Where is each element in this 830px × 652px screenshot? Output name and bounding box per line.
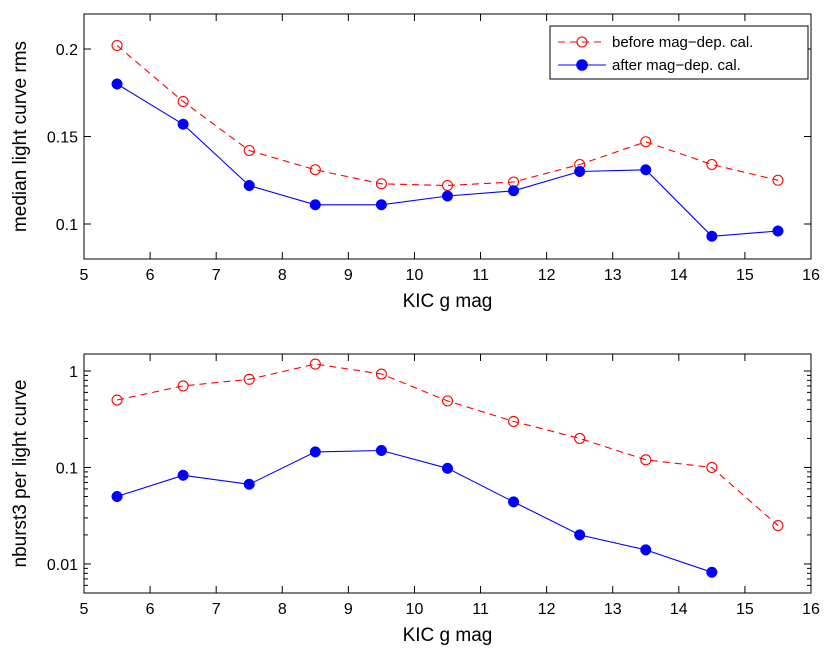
data-point-before xyxy=(772,174,784,186)
y-tick-label: 0.2 xyxy=(56,42,78,59)
x-tick-label: 14 xyxy=(670,601,688,618)
x-tick-label: 9 xyxy=(344,601,353,618)
x-tick-label: 12 xyxy=(538,601,556,618)
x-tick-label: 13 xyxy=(604,267,622,284)
data-point-before xyxy=(574,432,586,444)
x-tick-label: 10 xyxy=(406,601,424,618)
data-point-before xyxy=(640,136,652,148)
data-point-before xyxy=(243,373,255,385)
data-point-before xyxy=(177,380,189,392)
y-axis-label: median light curve rms xyxy=(10,41,31,232)
data-point-after xyxy=(508,185,520,197)
data-point-before xyxy=(177,95,189,108)
data-point-before xyxy=(243,144,255,157)
x-tick-label: 12 xyxy=(538,267,556,284)
data-point-after xyxy=(706,230,718,242)
data-point-after xyxy=(441,190,454,202)
x-tick-label: 11 xyxy=(472,267,489,284)
x-axis-label: KIC g mag xyxy=(403,625,493,646)
data-point-after xyxy=(243,478,255,490)
x-tick-label: 14 xyxy=(670,267,688,284)
data-point-before xyxy=(309,358,321,370)
x-tick-label: 6 xyxy=(146,601,155,618)
y-tick-label: 0.01 xyxy=(47,557,78,574)
data-point-after xyxy=(574,165,586,178)
data-point-after xyxy=(574,529,586,541)
data-point-before xyxy=(706,461,718,474)
bottom-chart: 5 6 7 8 9 10 11 12 13 14 15 16 0.01 0.1 1 KIC g mag nbur… xyxy=(10,353,820,646)
data-point-before xyxy=(309,164,321,176)
x-tick-label: 15 xyxy=(736,267,754,284)
x-tick-label: 11 xyxy=(472,601,489,618)
legend xyxy=(549,25,809,80)
x-tick-label: 9 xyxy=(344,267,353,284)
x-tick-label: 5 xyxy=(80,267,89,284)
x-tick-label: 16 xyxy=(802,601,820,618)
data-point-after xyxy=(640,544,652,556)
data-point-after xyxy=(375,444,387,457)
top-chart: 5 6 7 8 9 10 11 12 13 14 15 16 0.1 0.15 0.2 KIC g mag me… xyxy=(10,13,820,312)
data-point-before xyxy=(375,368,387,380)
data-point-before xyxy=(375,178,387,190)
data-point-before xyxy=(441,395,454,407)
data-point-after xyxy=(309,199,321,211)
x-tick-label: 7 xyxy=(212,267,221,284)
x-tick-label: 13 xyxy=(604,601,622,618)
y-tick-label: 0.1 xyxy=(56,460,78,477)
data-point-before xyxy=(772,520,784,532)
legend-marker xyxy=(576,59,588,71)
data-point-before xyxy=(508,415,520,427)
data-point-after xyxy=(243,179,255,192)
y-tick-label: 0.1 xyxy=(56,217,78,234)
x-tick-label: 5 xyxy=(80,601,89,618)
data-point-after xyxy=(772,225,784,237)
y-tick-label: 1 xyxy=(69,364,78,381)
data-point-after xyxy=(640,164,652,176)
data-point-after xyxy=(177,469,189,481)
x-tick-label: 10 xyxy=(406,267,424,284)
data-point-after xyxy=(375,199,387,211)
data-point-after xyxy=(706,566,718,578)
data-point-after xyxy=(177,118,189,130)
data-point-before xyxy=(111,39,123,52)
x-axis-label: KIC g mag xyxy=(403,291,493,312)
x-tick-label: 7 xyxy=(212,601,221,618)
data-point-before xyxy=(640,454,652,466)
x-tick-label: 6 xyxy=(146,267,155,284)
data-point-after xyxy=(441,462,454,474)
x-tick-label: 15 xyxy=(736,601,754,618)
data-point-before xyxy=(111,394,123,406)
data-point-before xyxy=(706,158,718,171)
x-tick-label: 8 xyxy=(278,267,287,284)
legend-label: after mag−dep. cal. xyxy=(612,57,741,74)
data-point-after xyxy=(309,446,321,458)
x-tick-label: 8 xyxy=(278,601,287,618)
series-line-after xyxy=(116,449,713,573)
legend-label: before mag−dep. cal. xyxy=(612,34,753,51)
legend-marker xyxy=(576,36,588,48)
x-tick-label: 16 xyxy=(802,267,820,284)
y-tick-label: 0.15 xyxy=(47,130,78,147)
y-axis-label: nburst3 per light curve xyxy=(10,380,31,568)
series-line-before xyxy=(116,363,779,527)
data-point-after xyxy=(111,490,123,503)
data-point-after xyxy=(508,496,520,508)
data-point-after xyxy=(111,78,123,90)
